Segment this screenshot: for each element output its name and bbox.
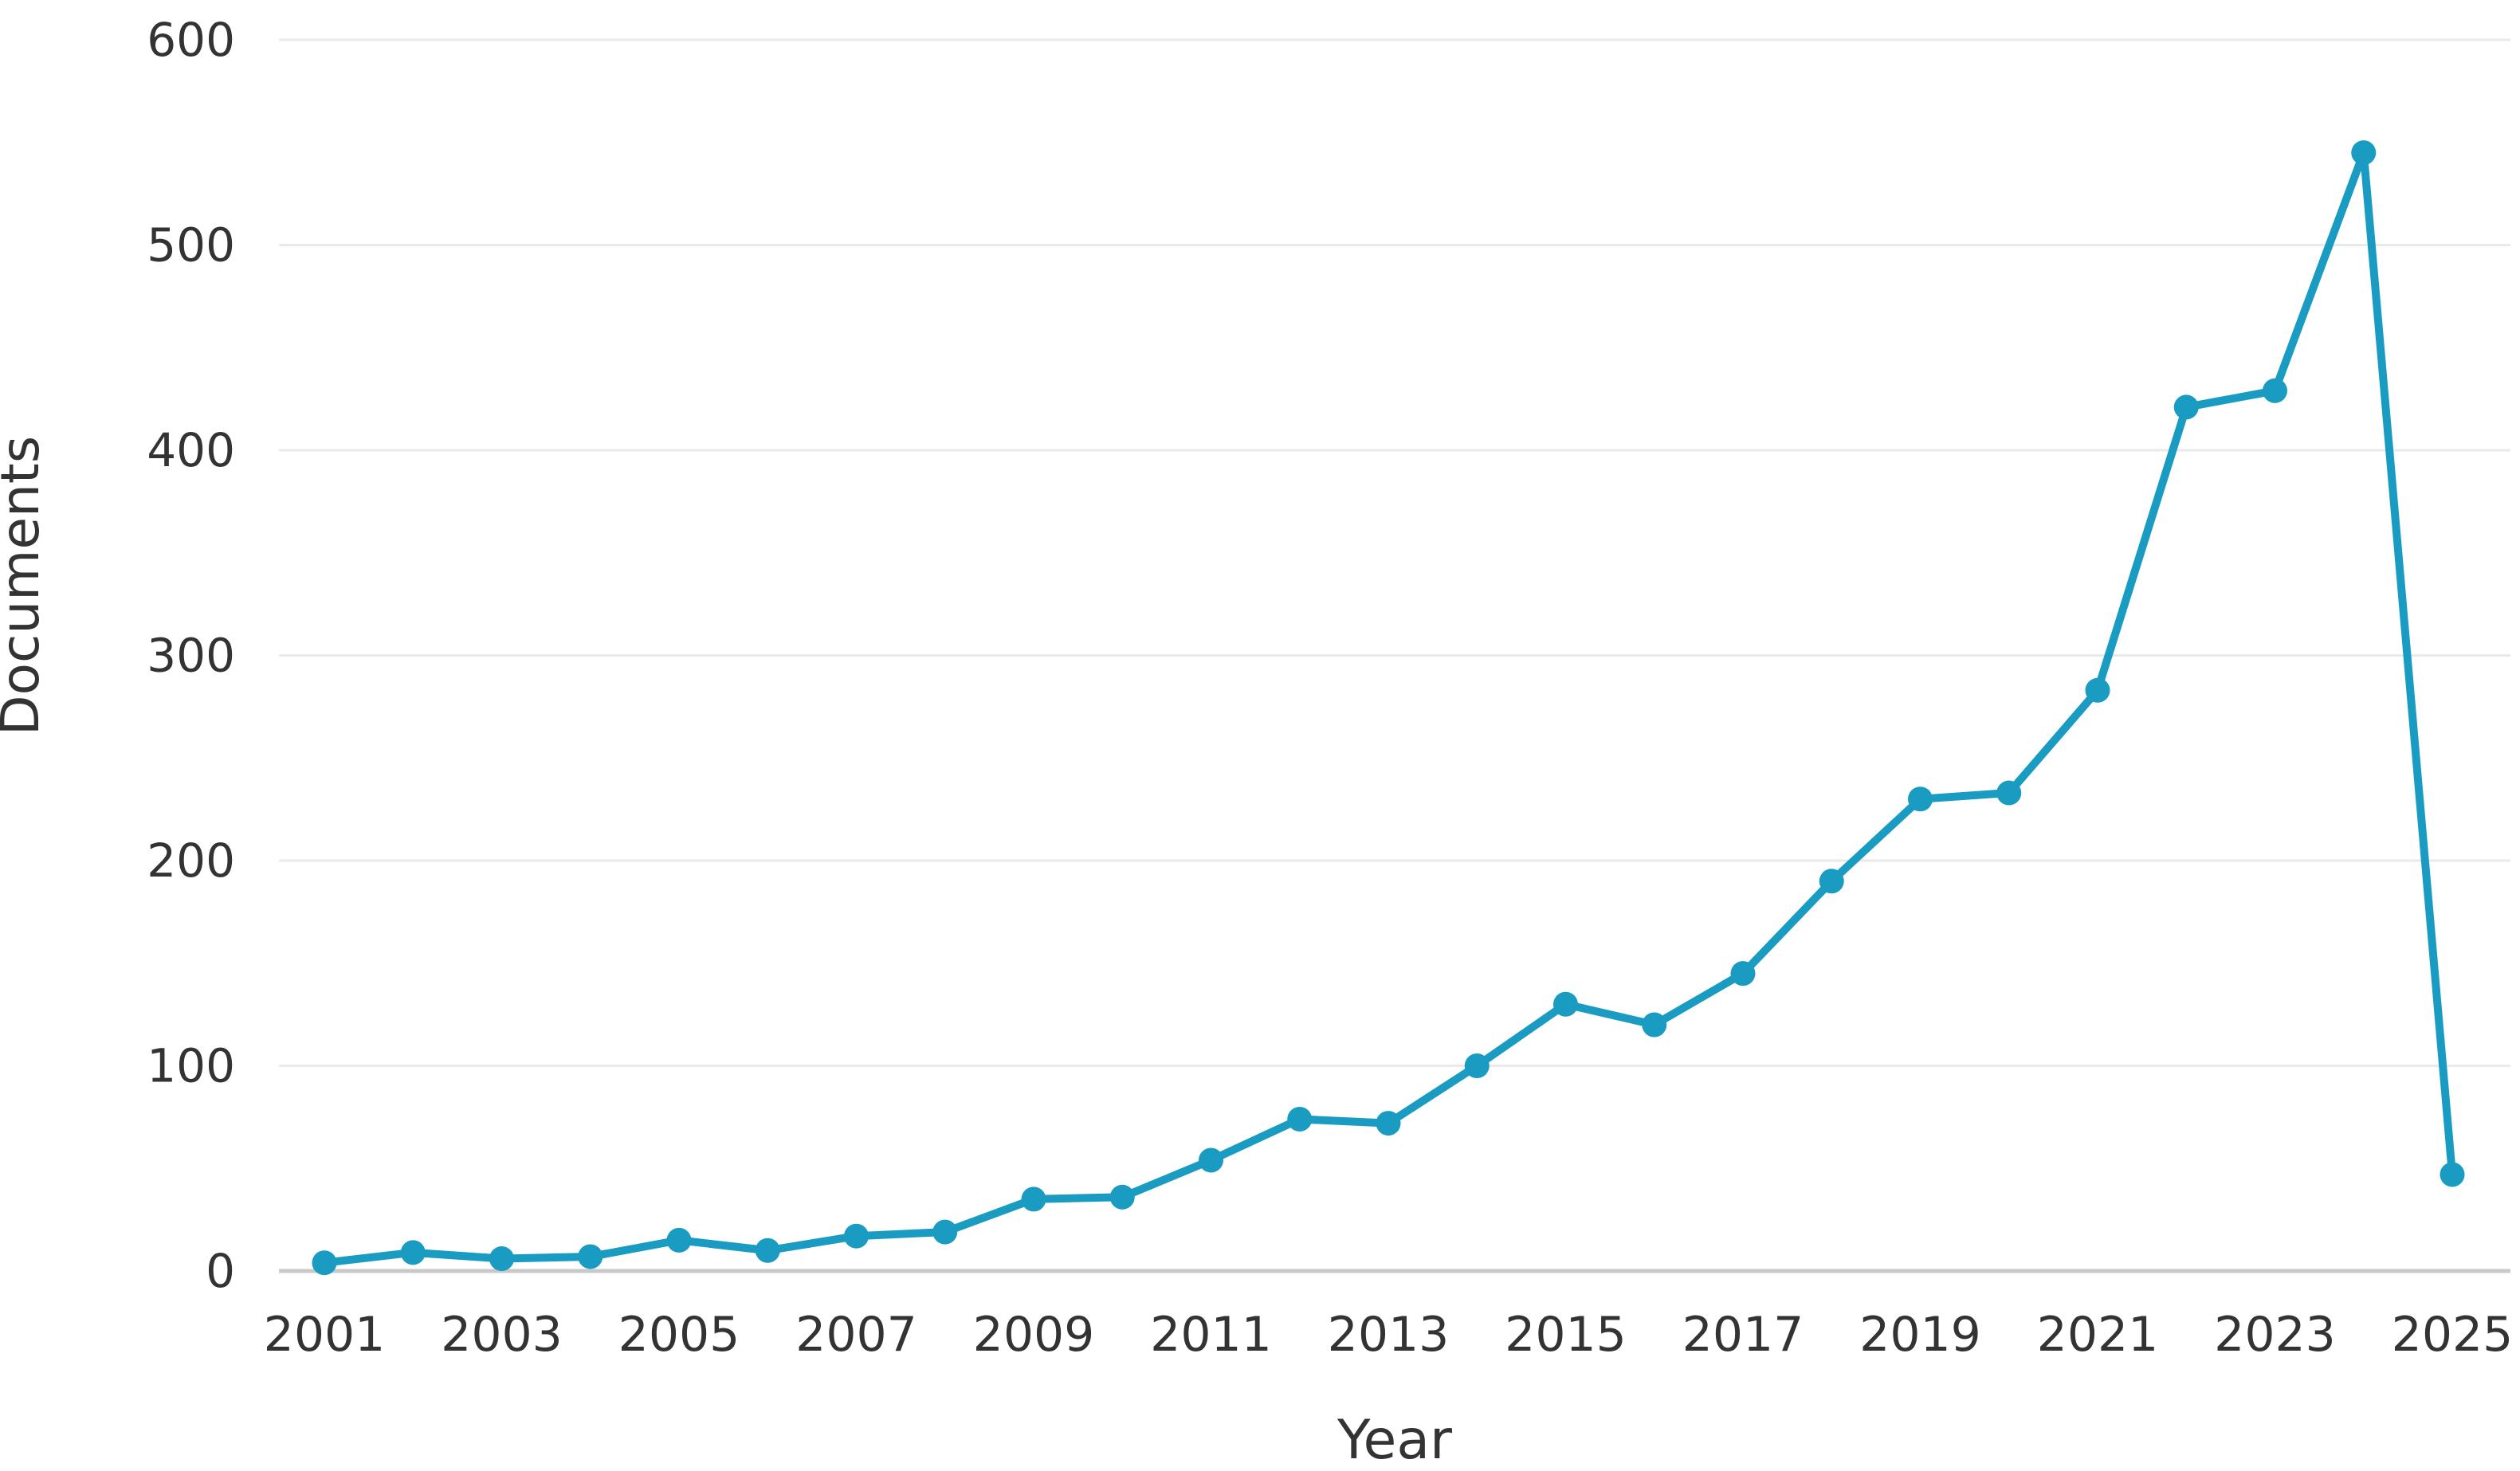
y-tick-label: 300	[147, 629, 235, 683]
y-tick-label: 400	[147, 423, 235, 477]
data-point-2010	[1109, 1184, 1135, 1210]
y-tick-label: 600	[147, 13, 235, 67]
data-point-2019	[1908, 786, 1933, 812]
x-tick-label: 2011	[1150, 1307, 1272, 1363]
x-tick-label: 2013	[1328, 1307, 1450, 1363]
y-tick-label: 0	[206, 1244, 235, 1298]
data-point-2014	[1464, 1053, 1490, 1078]
data-point-2013	[1376, 1111, 1401, 1136]
y-tick-label: 200	[147, 834, 235, 888]
data-point-2009	[1021, 1187, 1046, 1212]
data-point-2021	[2085, 677, 2110, 703]
x-tick-label: 2021	[2037, 1307, 2159, 1363]
data-point-2020	[1996, 780, 2022, 806]
data-point-2005	[666, 1227, 692, 1253]
data-point-2022	[2173, 394, 2199, 420]
y-tick-label: 100	[147, 1039, 235, 1093]
y-axis-title: Documents	[0, 436, 51, 736]
x-tick-label: 2023	[2214, 1307, 2336, 1363]
data-point-2011	[1199, 1147, 1223, 1173]
data-point-2018	[1819, 869, 1844, 894]
data-point-2006	[755, 1238, 780, 1263]
data-point-2017	[1730, 961, 1756, 987]
data-point-2024	[2351, 140, 2377, 166]
x-tick-label: 2005	[618, 1307, 740, 1363]
x-tick-label: 2001	[264, 1307, 386, 1363]
data-point-2003	[489, 1246, 514, 1272]
x-tick-label: 2017	[1682, 1307, 1804, 1363]
x-axis-title: Year	[1337, 1409, 1452, 1471]
y-tick-label: 500	[147, 218, 235, 273]
data-point-2015	[1553, 991, 1578, 1017]
data-point-2023	[2263, 378, 2287, 403]
data-point-2016	[1642, 1012, 1667, 1038]
x-tick-label: 2007	[795, 1307, 917, 1363]
x-tick-label: 2019	[1859, 1307, 1981, 1363]
data-point-2008	[932, 1219, 958, 1245]
data-point-2012	[1287, 1106, 1313, 1132]
data-point-2007	[844, 1223, 869, 1249]
data-point-2002	[400, 1240, 426, 1265]
x-tick-label: 2003	[441, 1307, 563, 1363]
data-point-2001	[312, 1250, 337, 1276]
x-tick-label: 2015	[1505, 1307, 1627, 1363]
x-tick-label: 2009	[973, 1307, 1095, 1363]
data-point-2025	[2440, 1162, 2465, 1187]
documents-series-line	[320, 148, 2456, 1267]
x-tick-label: 2025	[2392, 1307, 2514, 1363]
data-point-2004	[578, 1244, 603, 1269]
